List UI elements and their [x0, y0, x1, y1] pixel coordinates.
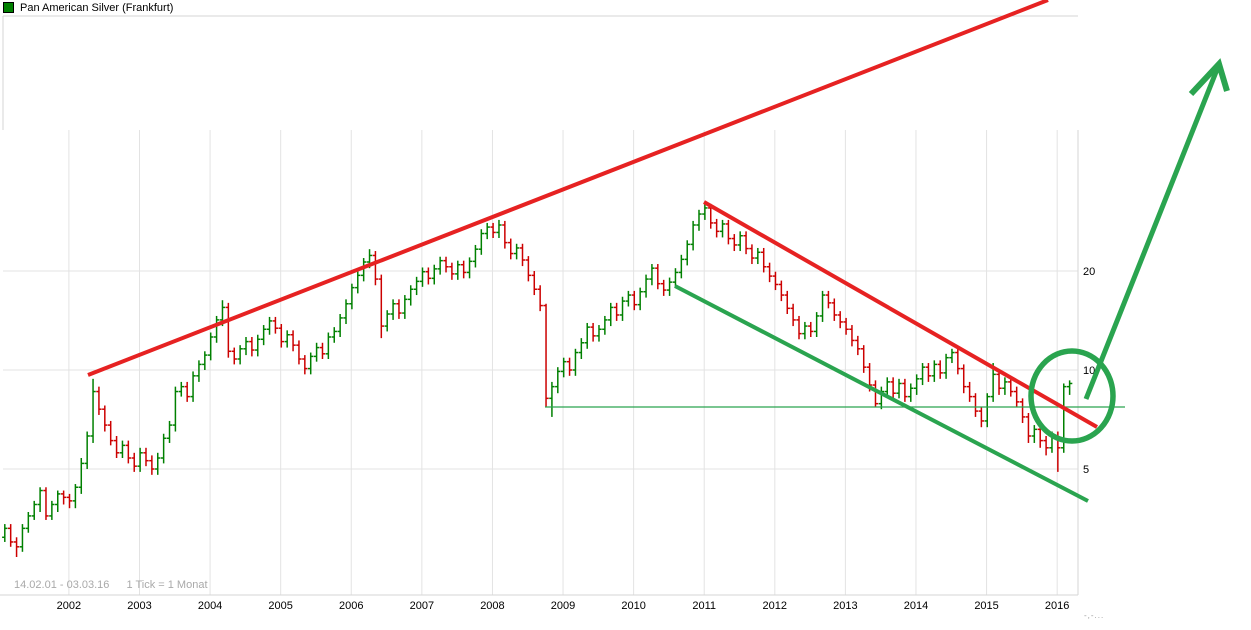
- svg-text:2006: 2006: [339, 600, 363, 612]
- svg-text:2005: 2005: [268, 600, 292, 612]
- svg-text:2015: 2015: [974, 600, 998, 612]
- svg-text:5: 5: [1083, 464, 1089, 476]
- legend-marker-icon: [3, 2, 14, 13]
- svg-text:2012: 2012: [763, 600, 787, 612]
- svg-text:2013: 2013: [833, 600, 857, 612]
- date-range-label: 14.02.01 - 03.03.16 1 Tick = 1 Monat: [14, 579, 208, 591]
- svg-text:2007: 2007: [410, 600, 434, 612]
- svg-text:2003: 2003: [127, 600, 151, 612]
- svg-text:2004: 2004: [198, 600, 222, 612]
- svg-text:10: 10: [1083, 365, 1095, 377]
- svg-text:2002: 2002: [57, 600, 81, 612]
- svg-text:2009: 2009: [551, 600, 575, 612]
- svg-text:2011: 2011: [692, 600, 716, 612]
- tick-interval-text: 1 Tick = 1 Monat: [126, 579, 208, 591]
- svg-text:20: 20: [1083, 266, 1095, 278]
- date-range-text: 14.02.01 - 03.03.16: [14, 579, 110, 591]
- svg-text:2008: 2008: [480, 600, 504, 612]
- legend: Pan American Silver (Frankfurt): [3, 1, 173, 14]
- svg-text:2010: 2010: [621, 600, 645, 612]
- svg-text:2016: 2016: [1045, 600, 1069, 612]
- svg-text:2014: 2014: [904, 600, 928, 612]
- quote-placeholder: -,-...: [1084, 611, 1105, 620]
- legend-title: Pan American Silver (Frankfurt): [20, 1, 174, 14]
